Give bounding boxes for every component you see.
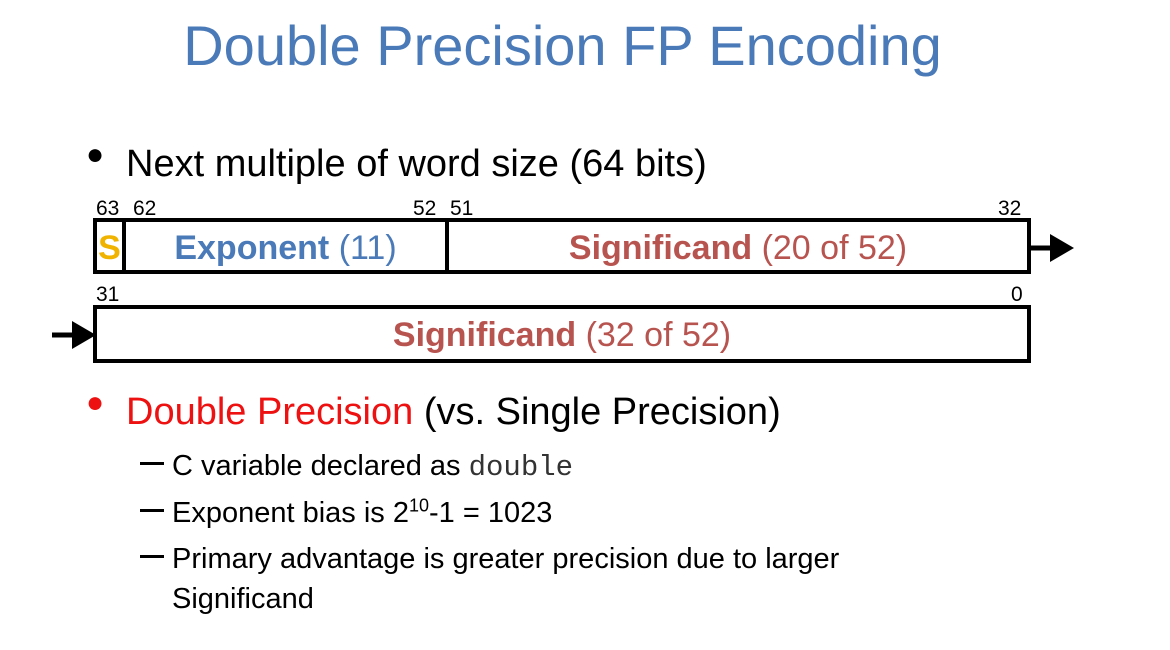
slide-title: Double Precision FP Encoding	[183, 14, 942, 77]
continue-right-arrow-icon	[1030, 234, 1074, 262]
bit-label-32: 32	[998, 197, 1022, 220]
dash-icon	[140, 508, 164, 512]
bit-label-63: 63	[96, 197, 120, 220]
bullet-dot: ●	[86, 138, 105, 171]
bit-label-62: 62	[133, 197, 157, 220]
significand-high-label: Significand (20 of 52)	[449, 228, 1027, 268]
significand-low-name: Significand	[392, 316, 577, 354]
bit-label-0: 0	[1011, 283, 1023, 306]
bit-label-51: 51	[450, 197, 474, 220]
sub3-line1: Primary advantage is greater precision d…	[172, 543, 840, 575]
bullet-double-precision: Double Precision (vs. Single Precision)	[126, 388, 781, 436]
sub-bullet-primary-advantage-cont: Significand	[172, 581, 314, 617]
dash-icon	[140, 461, 164, 465]
significand-high-name: Significand	[568, 229, 753, 267]
bullet-word-size: Next multiple of word size (64 bits)	[126, 143, 707, 185]
exponent-name: Exponent	[174, 229, 330, 267]
sub-bullet-c-variable: C variable declared as double	[140, 448, 573, 486]
sub1-code: double	[468, 451, 574, 484]
bit-label-31: 31	[96, 283, 120, 306]
sub1-text: C variable declared as	[172, 450, 469, 482]
significand-high-field-box	[445, 218, 1031, 274]
double-precision-rest: (vs. Single Precision)	[413, 391, 781, 433]
sub2-post: -1 = 1023	[429, 497, 553, 529]
sign-field-label: S	[98, 229, 121, 267]
sub2-superscript: 10	[408, 495, 430, 516]
bit-label-52: 52	[413, 197, 437, 220]
sub3-line2: Significand	[172, 583, 314, 615]
continue-in-arrow-icon	[52, 321, 96, 349]
significand-low-detail: (32 of 52)	[576, 316, 732, 354]
significand-low-label: Significand (32 of 52)	[97, 315, 1027, 355]
double-precision-highlight: Double Precision	[126, 391, 414, 433]
significand-high-detail: (20 of 52)	[752, 229, 908, 267]
exponent-field-label: Exponent (11)	[126, 228, 445, 268]
sub-bullet-exponent-bias: Exponent bias is 210-1 = 1023	[140, 495, 552, 531]
exponent-field-box	[122, 218, 449, 274]
significand-low-field-box	[93, 305, 1031, 363]
bullet-dot-red: ●	[86, 386, 105, 419]
exponent-detail: (11)	[329, 229, 397, 267]
sub2-pre: Exponent bias is 2	[172, 497, 409, 529]
sub-bullet-primary-advantage: Primary advantage is greater precision d…	[140, 541, 839, 577]
dash-icon	[140, 554, 164, 558]
